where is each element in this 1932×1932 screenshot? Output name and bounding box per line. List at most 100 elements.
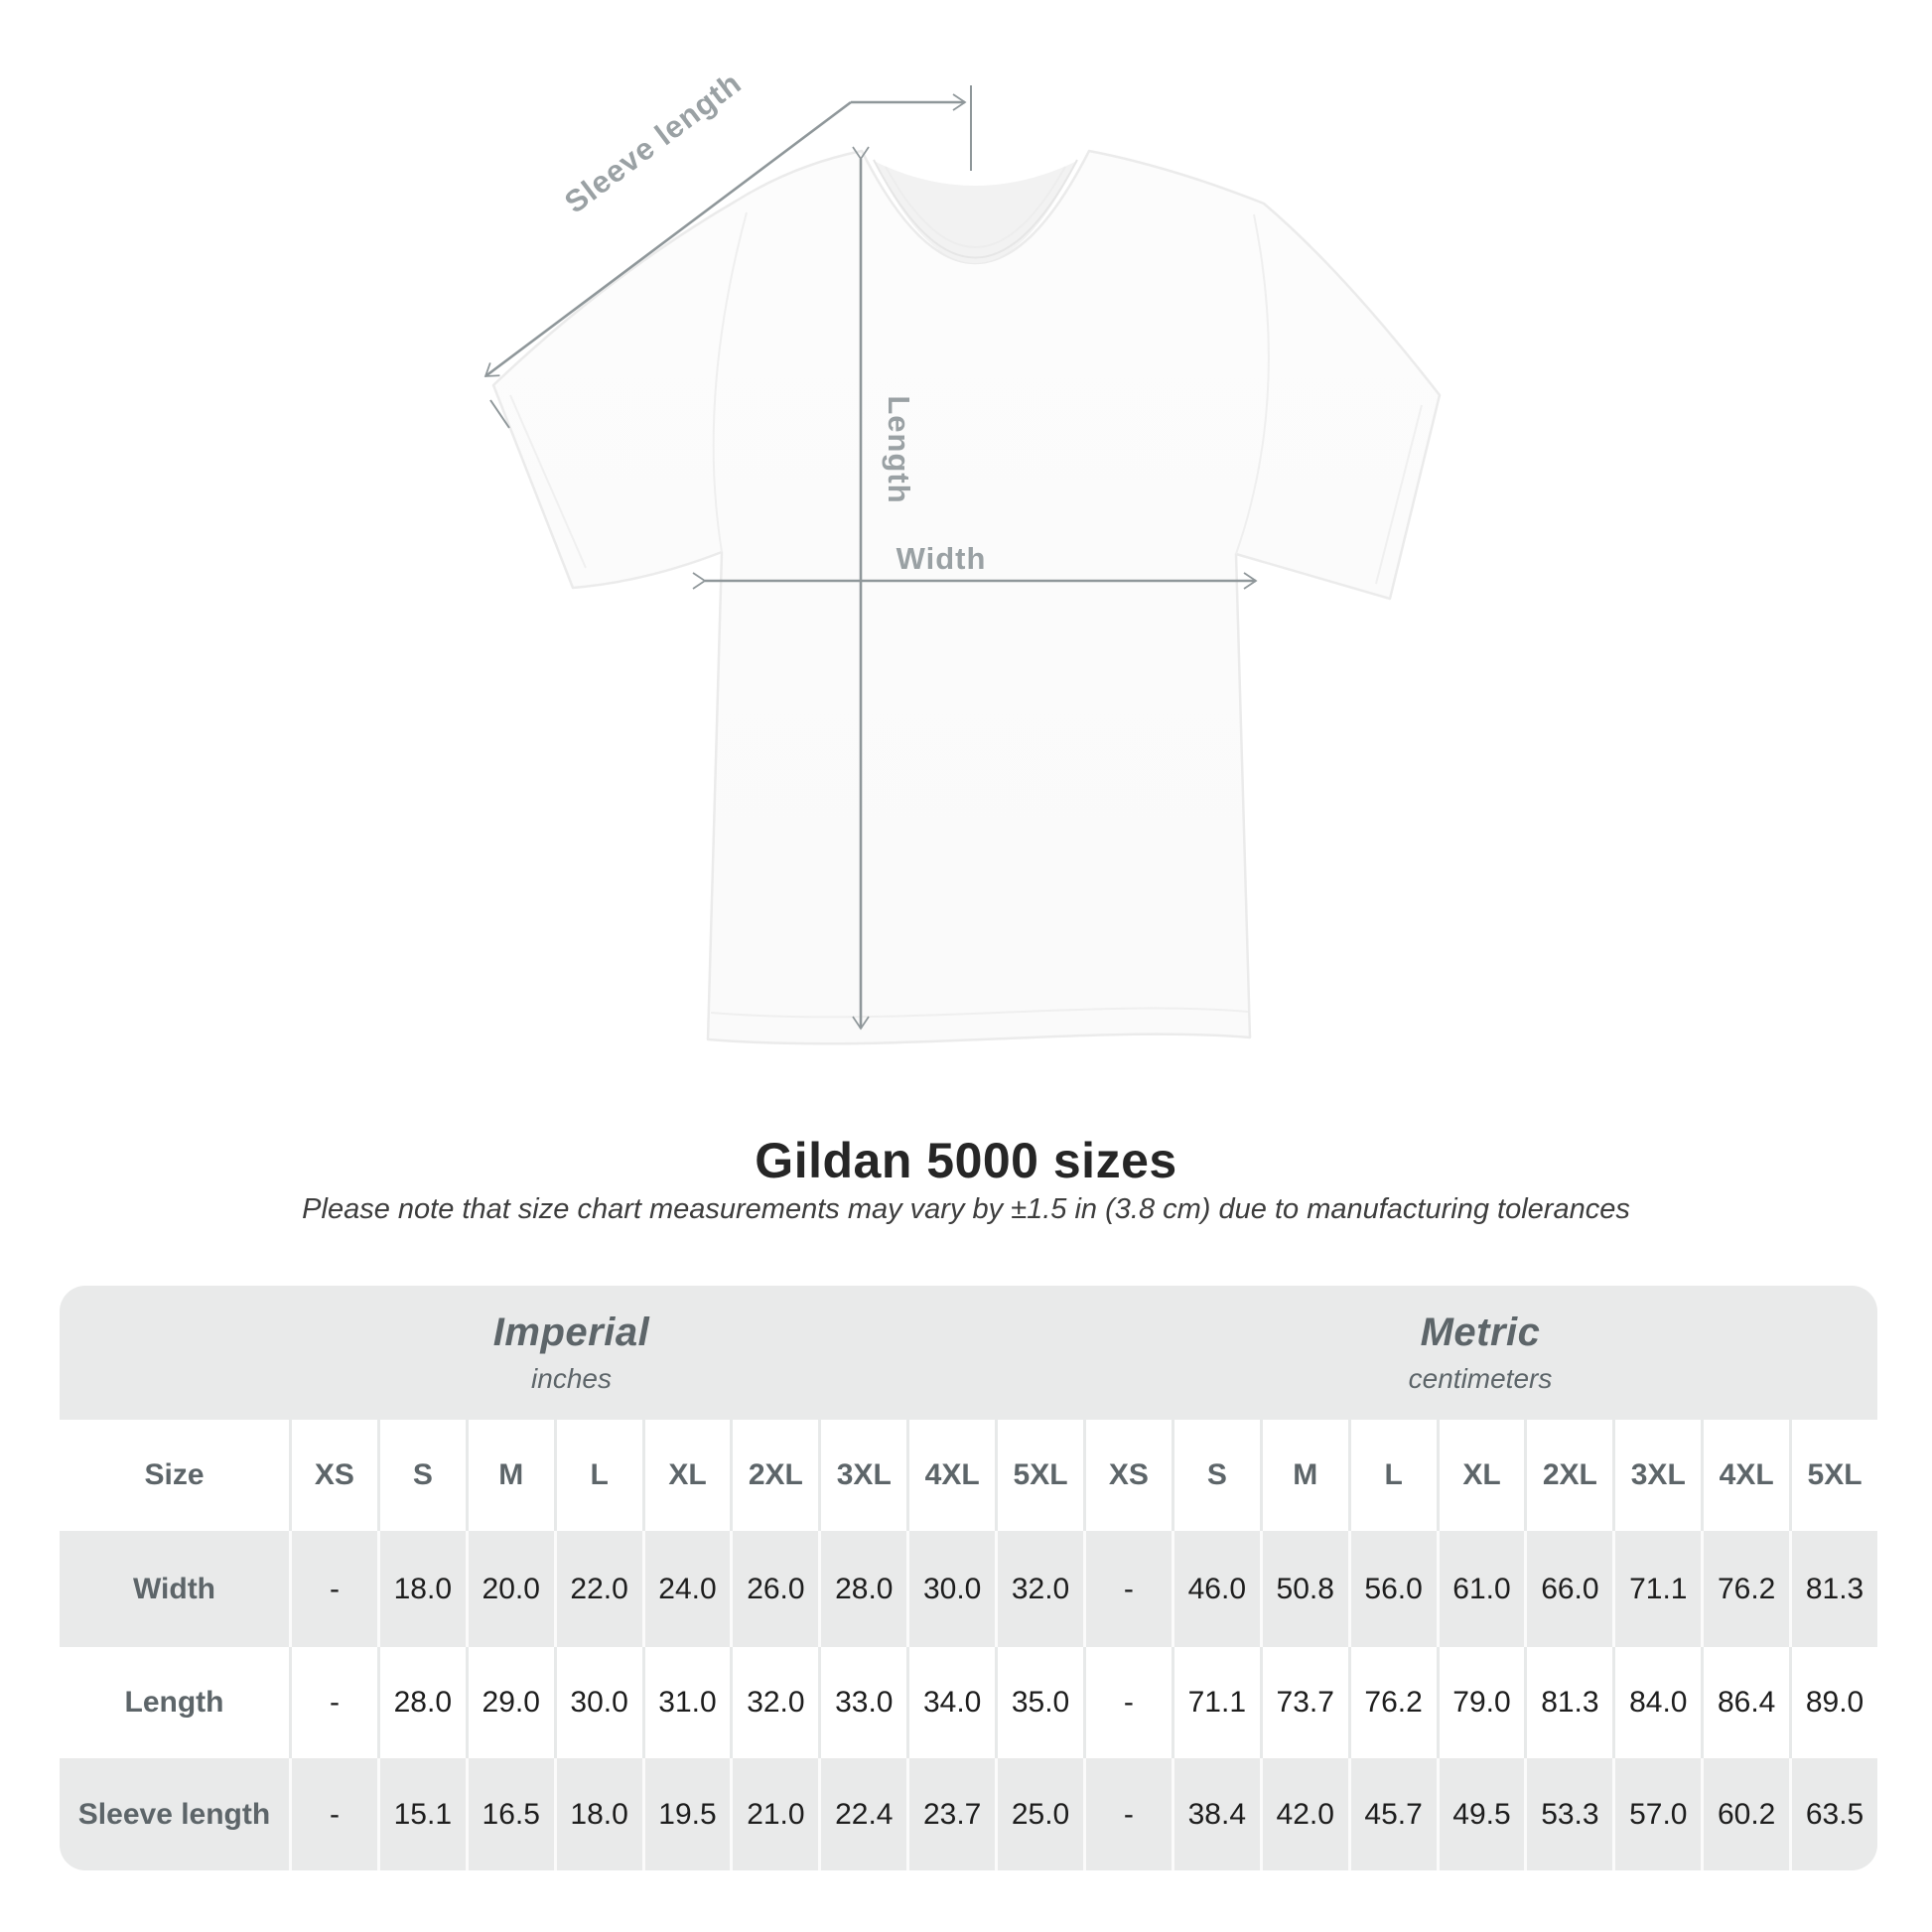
table-cell: 32.0 xyxy=(995,1531,1083,1647)
table-cell: 76.2 xyxy=(1701,1531,1789,1647)
table-cell: 60.2 xyxy=(1701,1758,1789,1870)
table-cell: 84.0 xyxy=(1612,1647,1701,1758)
imperial-title: Imperial xyxy=(492,1311,650,1354)
size-header-cell: 5XL xyxy=(995,1420,1083,1531)
size-header-cell: XL xyxy=(641,1420,731,1531)
shirt-outline xyxy=(491,149,1442,1045)
size-header-cell: 4XL xyxy=(1701,1420,1789,1531)
table-cell: 71.1 xyxy=(1171,1647,1260,1758)
table-row: Sleeve length -15.1 16.5 18.0 19.5 21.0 22.4 23… xyxy=(60,1758,1877,1870)
table-cell: 45.7 xyxy=(1347,1758,1437,1870)
row-label: Sleeve length xyxy=(77,1797,271,1831)
size-header-cell: M xyxy=(465,1420,554,1531)
table-cell: - xyxy=(289,1647,377,1758)
hem-stitch-line xyxy=(710,1007,1249,1019)
collar-inner-line xyxy=(885,166,1066,248)
table-cell: 22.0 xyxy=(553,1531,642,1647)
size-header-cell: S xyxy=(376,1420,466,1531)
sleeve-length-arrow-diagonal xyxy=(483,100,852,378)
table-cell: 89.0 xyxy=(1789,1647,1877,1758)
collar-opening xyxy=(874,161,1077,263)
table-cell: 76.2 xyxy=(1347,1647,1437,1758)
table-cell: 18.0 xyxy=(376,1531,466,1647)
table-cell: - xyxy=(289,1531,377,1647)
size-header-cell: L xyxy=(1347,1420,1437,1531)
table-cell: 24.0 xyxy=(641,1531,731,1647)
table-cell: 66.0 xyxy=(1524,1531,1612,1647)
table-cell: 49.5 xyxy=(1436,1758,1525,1870)
imperial-unit: inches xyxy=(531,1363,612,1394)
unit-header-band: Imperial inches Metric centimeters xyxy=(60,1286,1877,1420)
table-cell: 16.5 xyxy=(465,1758,554,1870)
metric-title: Metric xyxy=(1420,1311,1541,1354)
table-cell: 61.0 xyxy=(1436,1531,1525,1647)
table-cell: 46.0 xyxy=(1171,1531,1260,1647)
table-cell: 32.0 xyxy=(730,1647,818,1758)
width-label: Width xyxy=(897,541,987,576)
size-header-cell: S xyxy=(1171,1420,1260,1531)
sleeve-length-label: Sleeve length xyxy=(558,66,748,220)
table-cell: 29.0 xyxy=(465,1647,554,1758)
size-header-cell: M xyxy=(1259,1420,1348,1531)
table-cell: 26.0 xyxy=(730,1531,818,1647)
table-cell: 57.0 xyxy=(1612,1758,1701,1870)
left-cuff-hem xyxy=(509,394,587,569)
table-cell: - xyxy=(1082,1647,1172,1758)
table-cell: 31.0 xyxy=(641,1647,731,1758)
table-cell: 25.0 xyxy=(995,1758,1083,1870)
table-cell: 35.0 xyxy=(995,1647,1083,1758)
size-header-row: Size XS S M L XL 2XL 3XL 4XL 5XL XS S M L XL 2XL 3XL 4XL 5… xyxy=(60,1420,1877,1531)
metric-unit: centimeters xyxy=(1408,1363,1553,1394)
size-table: Imperial inches Metric centimeters Size X… xyxy=(60,1286,1877,1870)
left-sleeve-seam xyxy=(712,211,748,553)
size-header-cell: 5XL xyxy=(1789,1420,1877,1531)
table-cell: 28.0 xyxy=(376,1647,466,1758)
table-cell: 86.4 xyxy=(1701,1647,1789,1758)
table-cell: 79.0 xyxy=(1436,1647,1525,1758)
right-sleeve-seam xyxy=(1235,213,1270,555)
table-cell: 42.0 xyxy=(1259,1758,1348,1870)
table-cell: 20.0 xyxy=(465,1531,554,1647)
table-cell: 22.4 xyxy=(818,1758,906,1870)
sleeve-endpoint-tick xyxy=(489,399,510,429)
table-cell: 50.8 xyxy=(1259,1531,1348,1647)
size-header-cell: 2XL xyxy=(1524,1420,1612,1531)
table-cell: 21.0 xyxy=(730,1758,818,1870)
metric-header: Metric centimeters xyxy=(1083,1286,1877,1420)
table-cell: 53.3 xyxy=(1524,1758,1612,1870)
table-cell: 30.0 xyxy=(906,1531,995,1647)
size-header-cell: XS xyxy=(1082,1420,1172,1531)
size-column-label: Size xyxy=(144,1458,205,1491)
table-cell: 15.1 xyxy=(376,1758,466,1870)
table-cell: 81.3 xyxy=(1789,1531,1877,1647)
table-cell: 71.1 xyxy=(1612,1531,1701,1647)
table-cell: 18.0 xyxy=(553,1758,642,1870)
table-cell: 34.0 xyxy=(906,1647,995,1758)
imperial-header: Imperial inches xyxy=(60,1286,1083,1420)
table-cell: 38.4 xyxy=(1171,1758,1260,1870)
table-cell: 81.3 xyxy=(1524,1647,1612,1758)
table-row: Length -28.0 29.0 30.0 31.0 32.0 33.0 34.0 35.0-… xyxy=(60,1647,1877,1758)
table-cell: 73.7 xyxy=(1259,1647,1348,1758)
table-cell: 28.0 xyxy=(818,1531,906,1647)
page-title: Gildan 5000 sizes xyxy=(755,1133,1177,1188)
table-cell: 23.7 xyxy=(906,1758,995,1870)
tshirt-graphic xyxy=(491,149,1442,1045)
size-header-cell: 4XL xyxy=(906,1420,995,1531)
table-cell: 56.0 xyxy=(1347,1531,1437,1647)
table-cell: 63.5 xyxy=(1789,1758,1877,1870)
table-cell: 33.0 xyxy=(818,1647,906,1758)
table-row: Width -18.0 20.0 22.0 24.0 26.0 28.0 30.0 32.0-4… xyxy=(60,1531,1877,1647)
size-header-cell: 3XL xyxy=(1612,1420,1701,1531)
right-cuff-hem xyxy=(1375,404,1423,585)
table-cell: 19.5 xyxy=(641,1758,731,1870)
collar-rib-line xyxy=(873,159,1078,259)
size-header-cell: 2XL xyxy=(730,1420,818,1531)
measurement-arrows xyxy=(483,85,1258,1031)
size-header-cell: XL xyxy=(1436,1420,1525,1531)
table-cell: 30.0 xyxy=(553,1647,642,1758)
table-cell: - xyxy=(289,1758,377,1870)
row-label: Length xyxy=(124,1686,224,1719)
